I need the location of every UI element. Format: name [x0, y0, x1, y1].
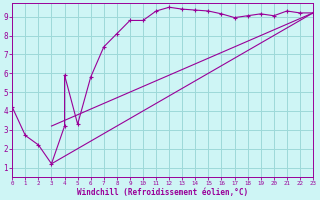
X-axis label: Windchill (Refroidissement éolien,°C): Windchill (Refroidissement éolien,°C): [77, 188, 248, 197]
